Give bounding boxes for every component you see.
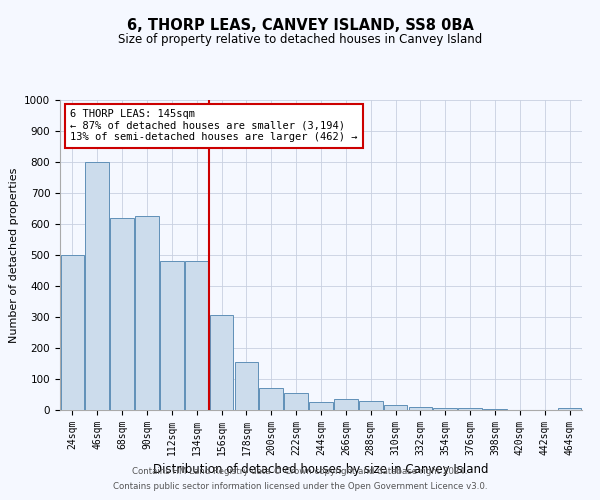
Bar <box>259 388 283 410</box>
Bar <box>185 261 209 410</box>
Bar <box>284 393 308 410</box>
Bar <box>409 407 432 410</box>
Bar <box>235 362 258 410</box>
Bar <box>61 255 84 410</box>
X-axis label: Distribution of detached houses by size in Canvey Island: Distribution of detached houses by size … <box>153 464 489 476</box>
Bar <box>433 408 457 410</box>
Text: Contains HM Land Registry data © Crown copyright and database right 2024.: Contains HM Land Registry data © Crown c… <box>132 467 468 476</box>
Text: 6, THORP LEAS, CANVEY ISLAND, SS8 0BA: 6, THORP LEAS, CANVEY ISLAND, SS8 0BA <box>127 18 473 32</box>
Bar <box>210 316 233 410</box>
Text: 6 THORP LEAS: 145sqm
← 87% of detached houses are smaller (3,194)
13% of semi-de: 6 THORP LEAS: 145sqm ← 87% of detached h… <box>70 110 358 142</box>
Text: Contains public sector information licensed under the Open Government Licence v3: Contains public sector information licen… <box>113 482 487 491</box>
Bar <box>558 408 581 410</box>
Bar <box>160 261 184 410</box>
Bar <box>309 402 333 410</box>
Bar <box>458 408 482 410</box>
Bar <box>334 399 358 410</box>
Bar <box>359 400 383 410</box>
Text: Size of property relative to detached houses in Canvey Island: Size of property relative to detached ho… <box>118 32 482 46</box>
Y-axis label: Number of detached properties: Number of detached properties <box>8 168 19 342</box>
Bar <box>110 218 134 410</box>
Bar <box>135 216 159 410</box>
Bar <box>85 162 109 410</box>
Bar <box>384 406 407 410</box>
